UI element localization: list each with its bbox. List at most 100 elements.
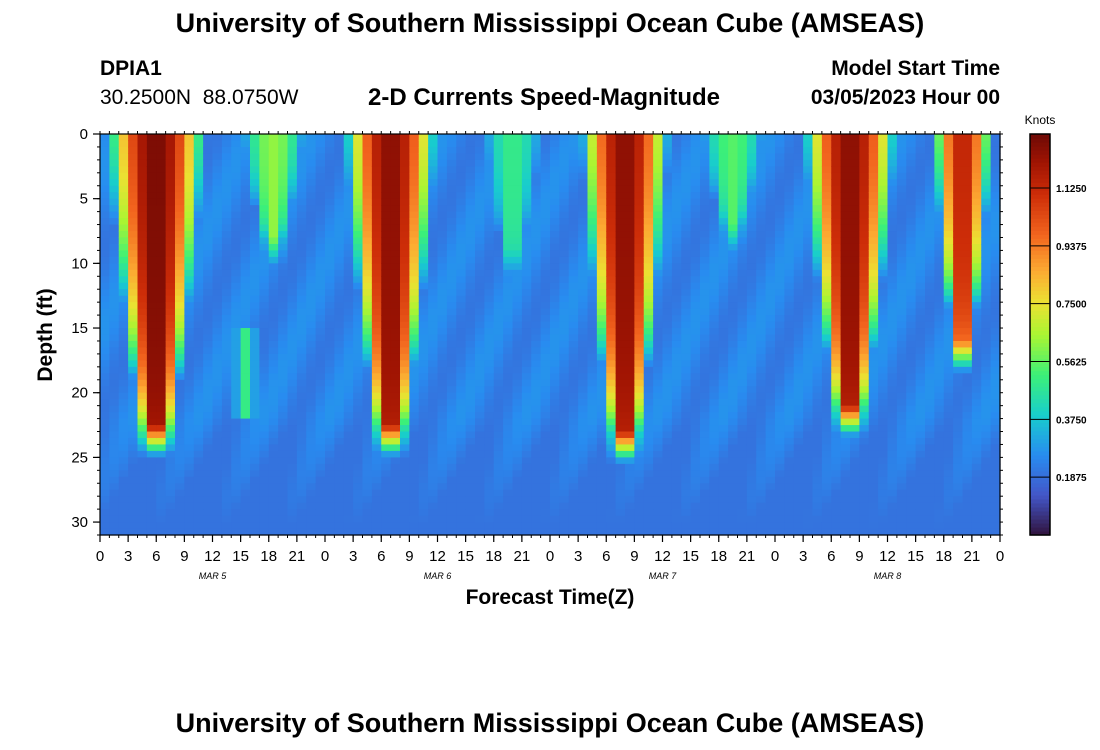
heatmap-cell (493, 172, 504, 180)
heatmap-cell (793, 392, 804, 400)
heatmap-cell (643, 528, 654, 536)
heatmap-cell (840, 243, 851, 252)
heatmap-cell (756, 185, 767, 193)
heatmap-cell (240, 399, 251, 407)
heatmap-cell (259, 289, 270, 297)
heatmap-cell (709, 153, 720, 161)
heatmap-cell (671, 483, 682, 491)
heatmap-cell (409, 444, 420, 452)
heatmap-cell (306, 405, 317, 413)
heatmap-cell (212, 353, 223, 361)
heatmap-cell (100, 496, 110, 504)
heatmap-cell (184, 250, 195, 258)
heatmap-cell (128, 179, 139, 187)
heatmap-cell (606, 476, 617, 484)
heatmap-cell (812, 295, 823, 303)
heatmap-cell (315, 172, 326, 180)
heatmap-cell (746, 399, 757, 407)
heatmap-cell (287, 295, 298, 303)
heatmap-cell (681, 470, 692, 478)
heatmap-cell (400, 243, 410, 252)
heatmap-cell (493, 315, 504, 323)
heatmap-cell (250, 437, 260, 446)
heatmap-cell (371, 237, 382, 245)
heatmap-cell (606, 366, 617, 374)
heatmap-cell (381, 457, 392, 465)
heatmap-cell (653, 250, 664, 258)
heatmap-cell (250, 185, 260, 193)
heatmap-cell (709, 528, 720, 536)
heatmap-cell (625, 211, 635, 219)
heatmap-cell (540, 282, 551, 290)
heatmap-cell (418, 353, 429, 361)
heatmap-cell (643, 250, 654, 258)
heatmap-cell (587, 496, 598, 504)
heatmap-cell (278, 172, 289, 180)
heatmap-cell (587, 211, 598, 219)
station-latitude: 30.2500N (100, 86, 192, 109)
heatmap-cell (793, 476, 804, 484)
heatmap-cell (128, 502, 139, 510)
heatmap-cell (437, 483, 448, 491)
heatmap-cell (296, 373, 307, 381)
heatmap-cell (156, 476, 167, 484)
heatmap-cell (681, 353, 692, 361)
heatmap-cell (109, 159, 120, 167)
heatmap-cell (240, 463, 251, 471)
heatmap-cell (100, 450, 110, 458)
heatmap-cell (137, 140, 148, 148)
heatmap-cell (268, 295, 279, 303)
heatmap-cell (643, 334, 654, 342)
heatmap-cell (128, 340, 139, 349)
heatmap-cell (353, 315, 364, 323)
heatmap-cell (362, 153, 373, 161)
heatmap-cell (418, 205, 429, 213)
heatmap-cell (231, 392, 242, 400)
heatmap-cell (296, 172, 307, 180)
heatmap-cell (559, 140, 570, 148)
heatmap-cell (184, 166, 195, 174)
heatmap-cell (746, 528, 757, 536)
heatmap-cell (118, 153, 129, 161)
heatmap-cell (353, 146, 364, 155)
heatmap-cell (596, 450, 607, 458)
heatmap-cell (371, 289, 382, 297)
heatmap-cell (296, 185, 307, 193)
heatmap-cell (625, 386, 635, 394)
heatmap-cell (775, 373, 785, 381)
heatmap-cell (531, 483, 542, 491)
heatmap-cell (193, 172, 204, 180)
heatmap-cell (409, 166, 420, 174)
heatmap-cell (559, 166, 570, 174)
heatmap-cell (493, 450, 504, 458)
heatmap-cell (381, 211, 392, 219)
heatmap-cell (287, 483, 298, 491)
heatmap-cell (606, 269, 617, 277)
heatmap-cell (662, 347, 673, 355)
heatmap-cell (503, 231, 514, 239)
heatmap-cell (184, 211, 195, 219)
heatmap-cell (831, 192, 842, 200)
heatmap-cell (540, 405, 551, 413)
heatmap-cell (728, 282, 739, 290)
heatmap-cell (175, 211, 185, 219)
heatmap-cell (175, 366, 185, 374)
heatmap-cell (325, 302, 335, 310)
heatmap-cell (803, 243, 814, 252)
heatmap-cell (212, 250, 223, 258)
heatmap-cell (718, 476, 729, 484)
heatmap-cell (128, 418, 139, 426)
heatmap-cell (175, 153, 185, 161)
heatmap-cell (587, 276, 598, 284)
heatmap-cell (118, 218, 129, 226)
heatmap-cell (259, 470, 270, 478)
heatmap-cell (803, 198, 814, 206)
heatmap-cell (550, 353, 560, 361)
heatmap-cell (681, 437, 692, 446)
heatmap-cell (746, 321, 757, 329)
heatmap-cell (765, 509, 776, 517)
heatmap-cell (840, 502, 851, 510)
heatmap-cell (690, 172, 701, 180)
heatmap-cell (521, 470, 532, 478)
heatmap-cell (156, 250, 167, 258)
